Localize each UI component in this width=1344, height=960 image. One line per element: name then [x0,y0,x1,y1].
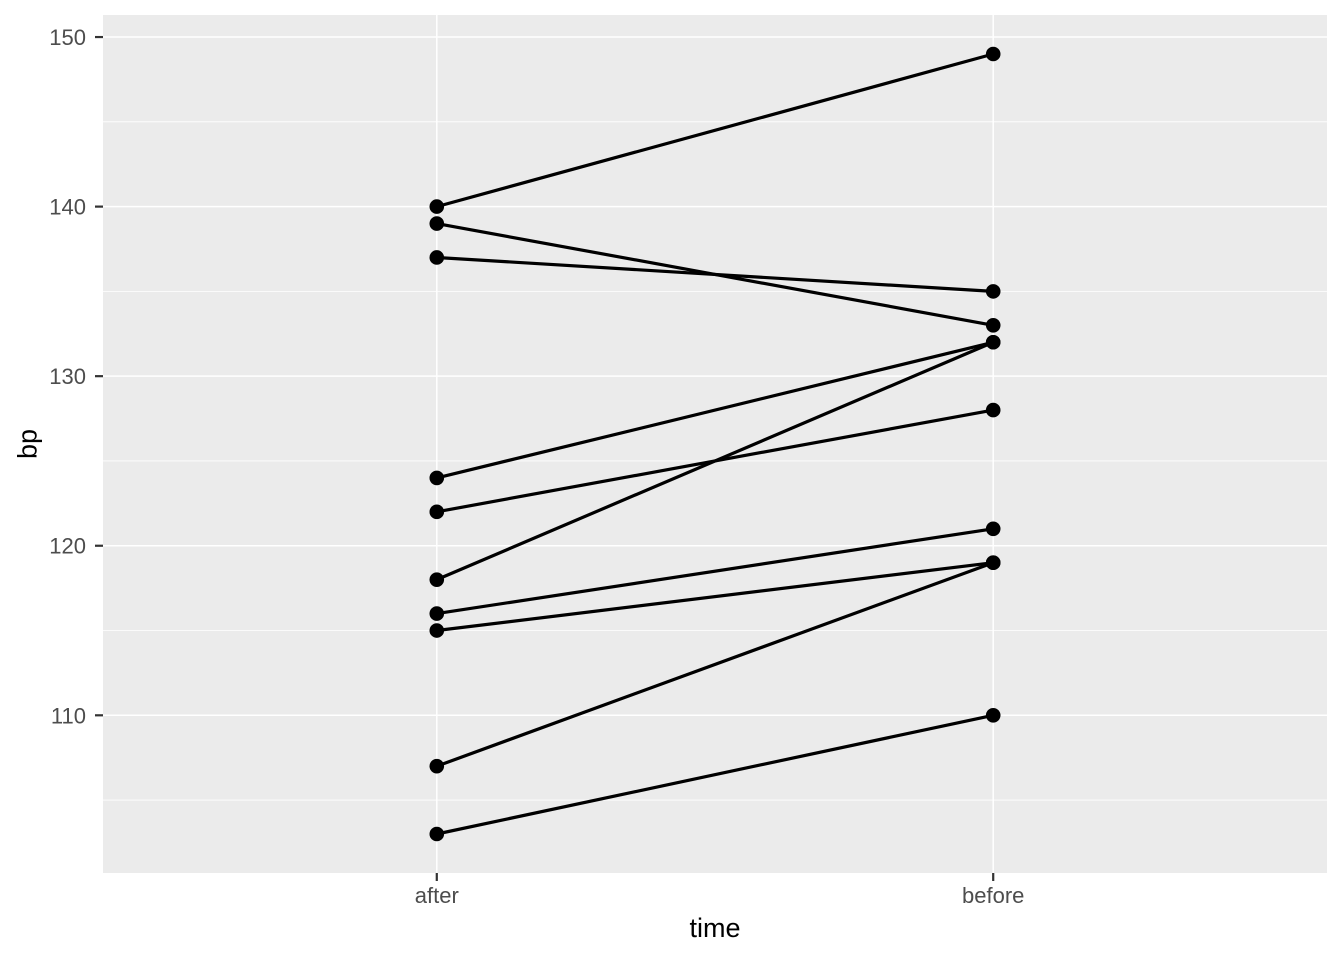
y-tick-label: 140 [49,195,86,220]
x-tick-label: before [962,883,1024,908]
panel-background [103,15,1327,873]
data-series [429,46,1001,842]
data-point-after [429,199,445,214]
pair-line [436,340,994,480]
y-tick-label: 120 [49,534,86,559]
data-point-after [429,504,445,520]
plot-panel [103,15,1327,873]
axes: 110 120 130 140 150 after before [49,25,1024,908]
data-point-after [429,606,445,621]
pair-line [436,713,994,836]
data-point-after [429,623,445,638]
y-tick-label: 110 [51,703,86,728]
data-point-after [429,250,445,265]
pair-line [436,52,994,209]
pair-line [436,340,994,582]
data-point-after [429,758,445,774]
data-point-before [985,334,1001,350]
data-point-after [429,572,445,587]
y-axis-title: bp [12,428,43,460]
data-point-before [985,708,1001,723]
x-axis-title: time [689,913,741,943]
data-point-before [985,555,1001,570]
data-point-before [985,318,1001,333]
pair-line [436,527,994,616]
pair-line [436,255,994,293]
y-tick-label: 130 [49,364,86,389]
data-point-after [429,216,445,231]
gridlines [103,15,1327,873]
data-point-after [429,826,445,842]
y-tick-label: 150 [49,25,86,50]
pair-line [436,561,994,768]
data-point-before [985,46,1001,62]
x-tick-label: after [415,883,459,908]
data-point-before [985,521,1001,537]
data-point-after [429,470,445,486]
data-point-before [985,284,1001,299]
data-point-before [985,402,1001,418]
pair-line [436,561,994,633]
